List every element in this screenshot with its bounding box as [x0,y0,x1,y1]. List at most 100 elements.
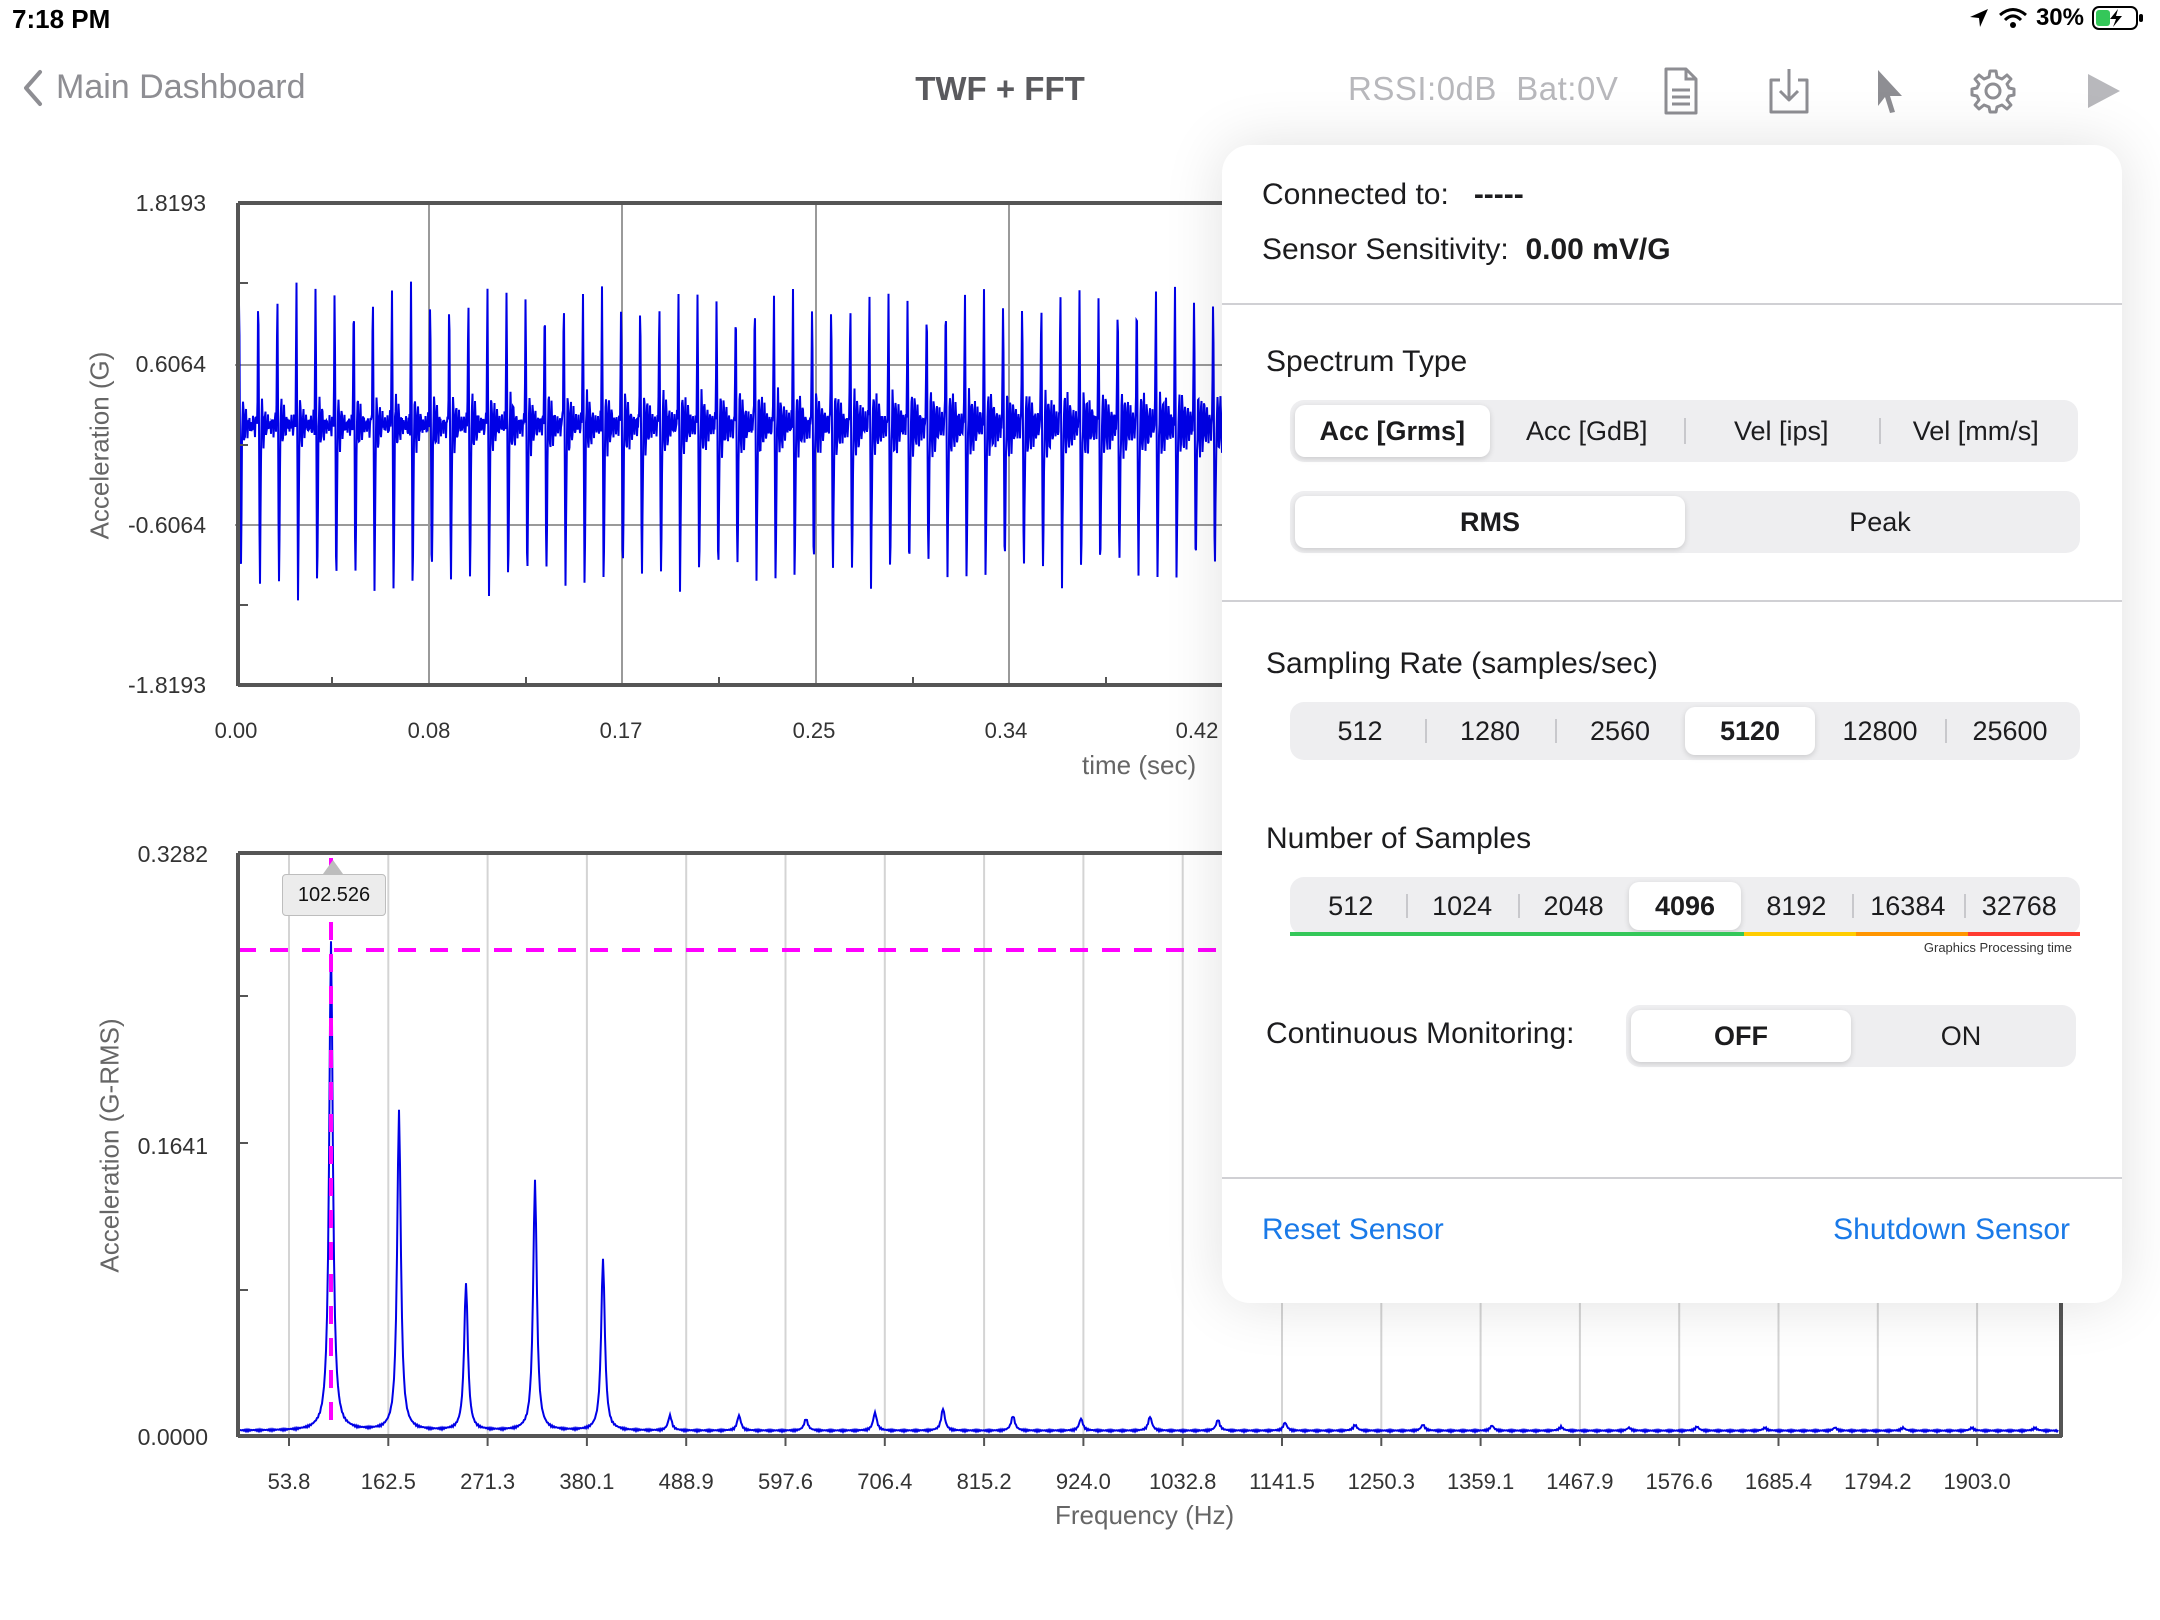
monitoring-control[interactable]: OFF ON [1626,1005,2076,1067]
samples-option[interactable]: 512 [1328,890,1374,921]
fft-plot[interactable] [235,850,2065,1450]
samples-option[interactable]: 16384 [1852,882,1963,930]
sensitivity-row: Sensor Sensitivity: 0.00 mV/G [1262,233,1671,267]
back-label: Main Dashboard [56,68,306,106]
document-icon[interactable] [1658,66,1704,116]
cursor-value-label: 102.526 [282,874,386,916]
connected-label: Connected to: [1262,178,1449,211]
sampling-option[interactable]: 1280 [1425,707,1555,755]
fft-xtick: 924.0 [1055,1469,1111,1494]
sampling-rate-control[interactable]: 512 1280 2560 5120 12800 25600 [1290,702,2080,760]
twf-signal-line [237,281,1235,601]
fft-xtick: 1576.6 [1645,1469,1713,1494]
divider [1222,600,2122,602]
gear-icon[interactable] [1970,66,2016,116]
twf-plot[interactable] [235,200,1235,690]
fft-ytick: 0.3282 [137,841,208,867]
rssi-text: RSSI:0dB [1348,70,1497,107]
mode-option[interactable]: RMS [1295,496,1685,548]
sensitivity-label: Sensor Sensitivity: [1262,233,1509,266]
sampling-option[interactable]: 12800 [1842,715,1918,746]
reset-sensor-button[interactable]: Reset Sensor [1262,1213,1444,1246]
cursor-label-pointer [323,860,343,874]
fft-xtick: 162.5 [360,1469,416,1494]
sampling-option[interactable]: 512 [1337,715,1383,746]
back-button[interactable]: Main Dashboard [22,68,305,107]
twf-xtick: 0.08 [407,718,451,743]
sampling-rate-title: Sampling Rate (samples/sec) [1266,647,1658,680]
popover-arrow [1972,118,2032,148]
fft-xtick: 1250.3 [1347,1469,1415,1494]
signal-status: RSSI:0dB Bat:0V [1348,70,1618,108]
monitoring-option[interactable]: OFF [1631,1010,1851,1062]
fft-ylabel: Acceleration (G-RMS) [94,1018,125,1273]
twf-xtick: 0.00 [214,718,258,743]
connected-value: ----- [1473,178,1524,211]
divider [1222,303,2122,305]
fft-xtick: 380.1 [559,1469,615,1494]
twf-xtick: 0.25 [792,718,836,743]
twf-xtick: 0.34 [984,718,1028,743]
divider [1222,1177,2122,1179]
sensitivity-value: 0.00 mV/G [1525,233,1671,266]
chevron-left-icon [24,69,42,106]
samples-option[interactable]: 32768 [1963,882,2075,930]
spectrum-type-control[interactable]: Acc [Grms] Acc [GdB] Vel [ips] Vel [mm/s… [1290,400,2078,462]
fft-xtick: 1359.1 [1446,1469,1515,1494]
fft-xtick: 1467.9 [1546,1469,1614,1494]
download-icon[interactable] [1766,66,1812,116]
twf-xtick: 0.42 [1175,718,1219,743]
twf-ylabel: Acceleration (G) [84,351,115,540]
fft-xtick: 1903.0 [1943,1469,2011,1494]
fft-xtick: 706.4 [857,1469,913,1494]
pointer-icon[interactable] [1866,66,1912,116]
fft-xtick: 1685.4 [1744,1469,1813,1494]
play-icon[interactable] [2080,66,2126,116]
mode-option[interactable]: Peak [1849,506,1911,537]
monitoring-option[interactable]: ON [1940,1020,1982,1051]
battery-percent: 30% [2035,4,2084,31]
fft-xlabel: Frequency (Hz) [1055,1500,1235,1530]
spectrum-type-title: Spectrum Type [1266,345,1468,378]
fft-xtick: 271.3 [460,1469,516,1494]
twf-xlabel: time (sec) [1082,750,1197,780]
shutdown-sensor-button[interactable]: Shutdown Sensor [1833,1213,2070,1246]
spectrum-option[interactable]: Vel [ips] [1684,405,1879,457]
sampling-option[interactable]: 2560 [1555,707,1685,755]
samples-option[interactable]: 2048 [1517,882,1629,930]
samples-control[interactable]: 512 1024 2048 4096 8192 16384 32768 [1290,877,2080,935]
spectrum-option[interactable]: Acc [Grms] [1295,405,1490,457]
samples-option[interactable]: 1024 [1406,882,1517,930]
spectrum-option[interactable]: Acc [GdB] [1525,415,1648,446]
fft-xtick: 1032.8 [1149,1469,1217,1494]
page-title: TWF + FFT [915,70,1085,107]
twf-xtick: 0.17 [599,718,643,743]
sampling-option[interactable]: 5120 [1685,707,1815,755]
fft-xtick: 1141.5 [1249,1469,1315,1494]
twf-ytick: -0.6064 [127,512,206,538]
settings-popover: Connected to: ----- Sensor Sensitivity: … [1222,145,2122,1303]
fft-xtick: 815.2 [956,1469,1012,1494]
status-indicators: 30% [1968,4,2144,32]
battery-charging-icon [2092,6,2143,30]
spectrum-option[interactable]: Vel [mm/s] [1878,405,2074,457]
fft-ytick: 0.0000 [137,1424,208,1450]
fft-ytick: 0.1641 [137,1133,208,1159]
fft-spectrum-line [237,941,2059,1435]
samples-title: Number of Samples [1266,822,1532,855]
twf-ytick: -1.8193 [127,672,206,698]
sampling-option[interactable]: 25600 [1945,707,2075,755]
location-icon [1969,9,1988,27]
samples-option[interactable]: 8192 [1766,890,1827,921]
monitoring-label: Continuous Monitoring: [1266,1017,1575,1050]
battery-voltage: Bat:0V [1516,70,1619,107]
fft-xtick: 597.6 [757,1469,814,1494]
connection-row: Connected to: ----- [1262,178,1524,212]
wifi-icon [1998,8,2027,28]
processing-time-bar [1290,932,2080,936]
status-time: 7:18 PM [12,4,111,34]
samples-option[interactable]: 4096 [1629,882,1741,930]
fft-xtick: 488.9 [658,1469,714,1494]
twf-ytick: 0.6064 [135,351,206,377]
rms-peak-control[interactable]: RMS Peak [1290,491,2080,553]
